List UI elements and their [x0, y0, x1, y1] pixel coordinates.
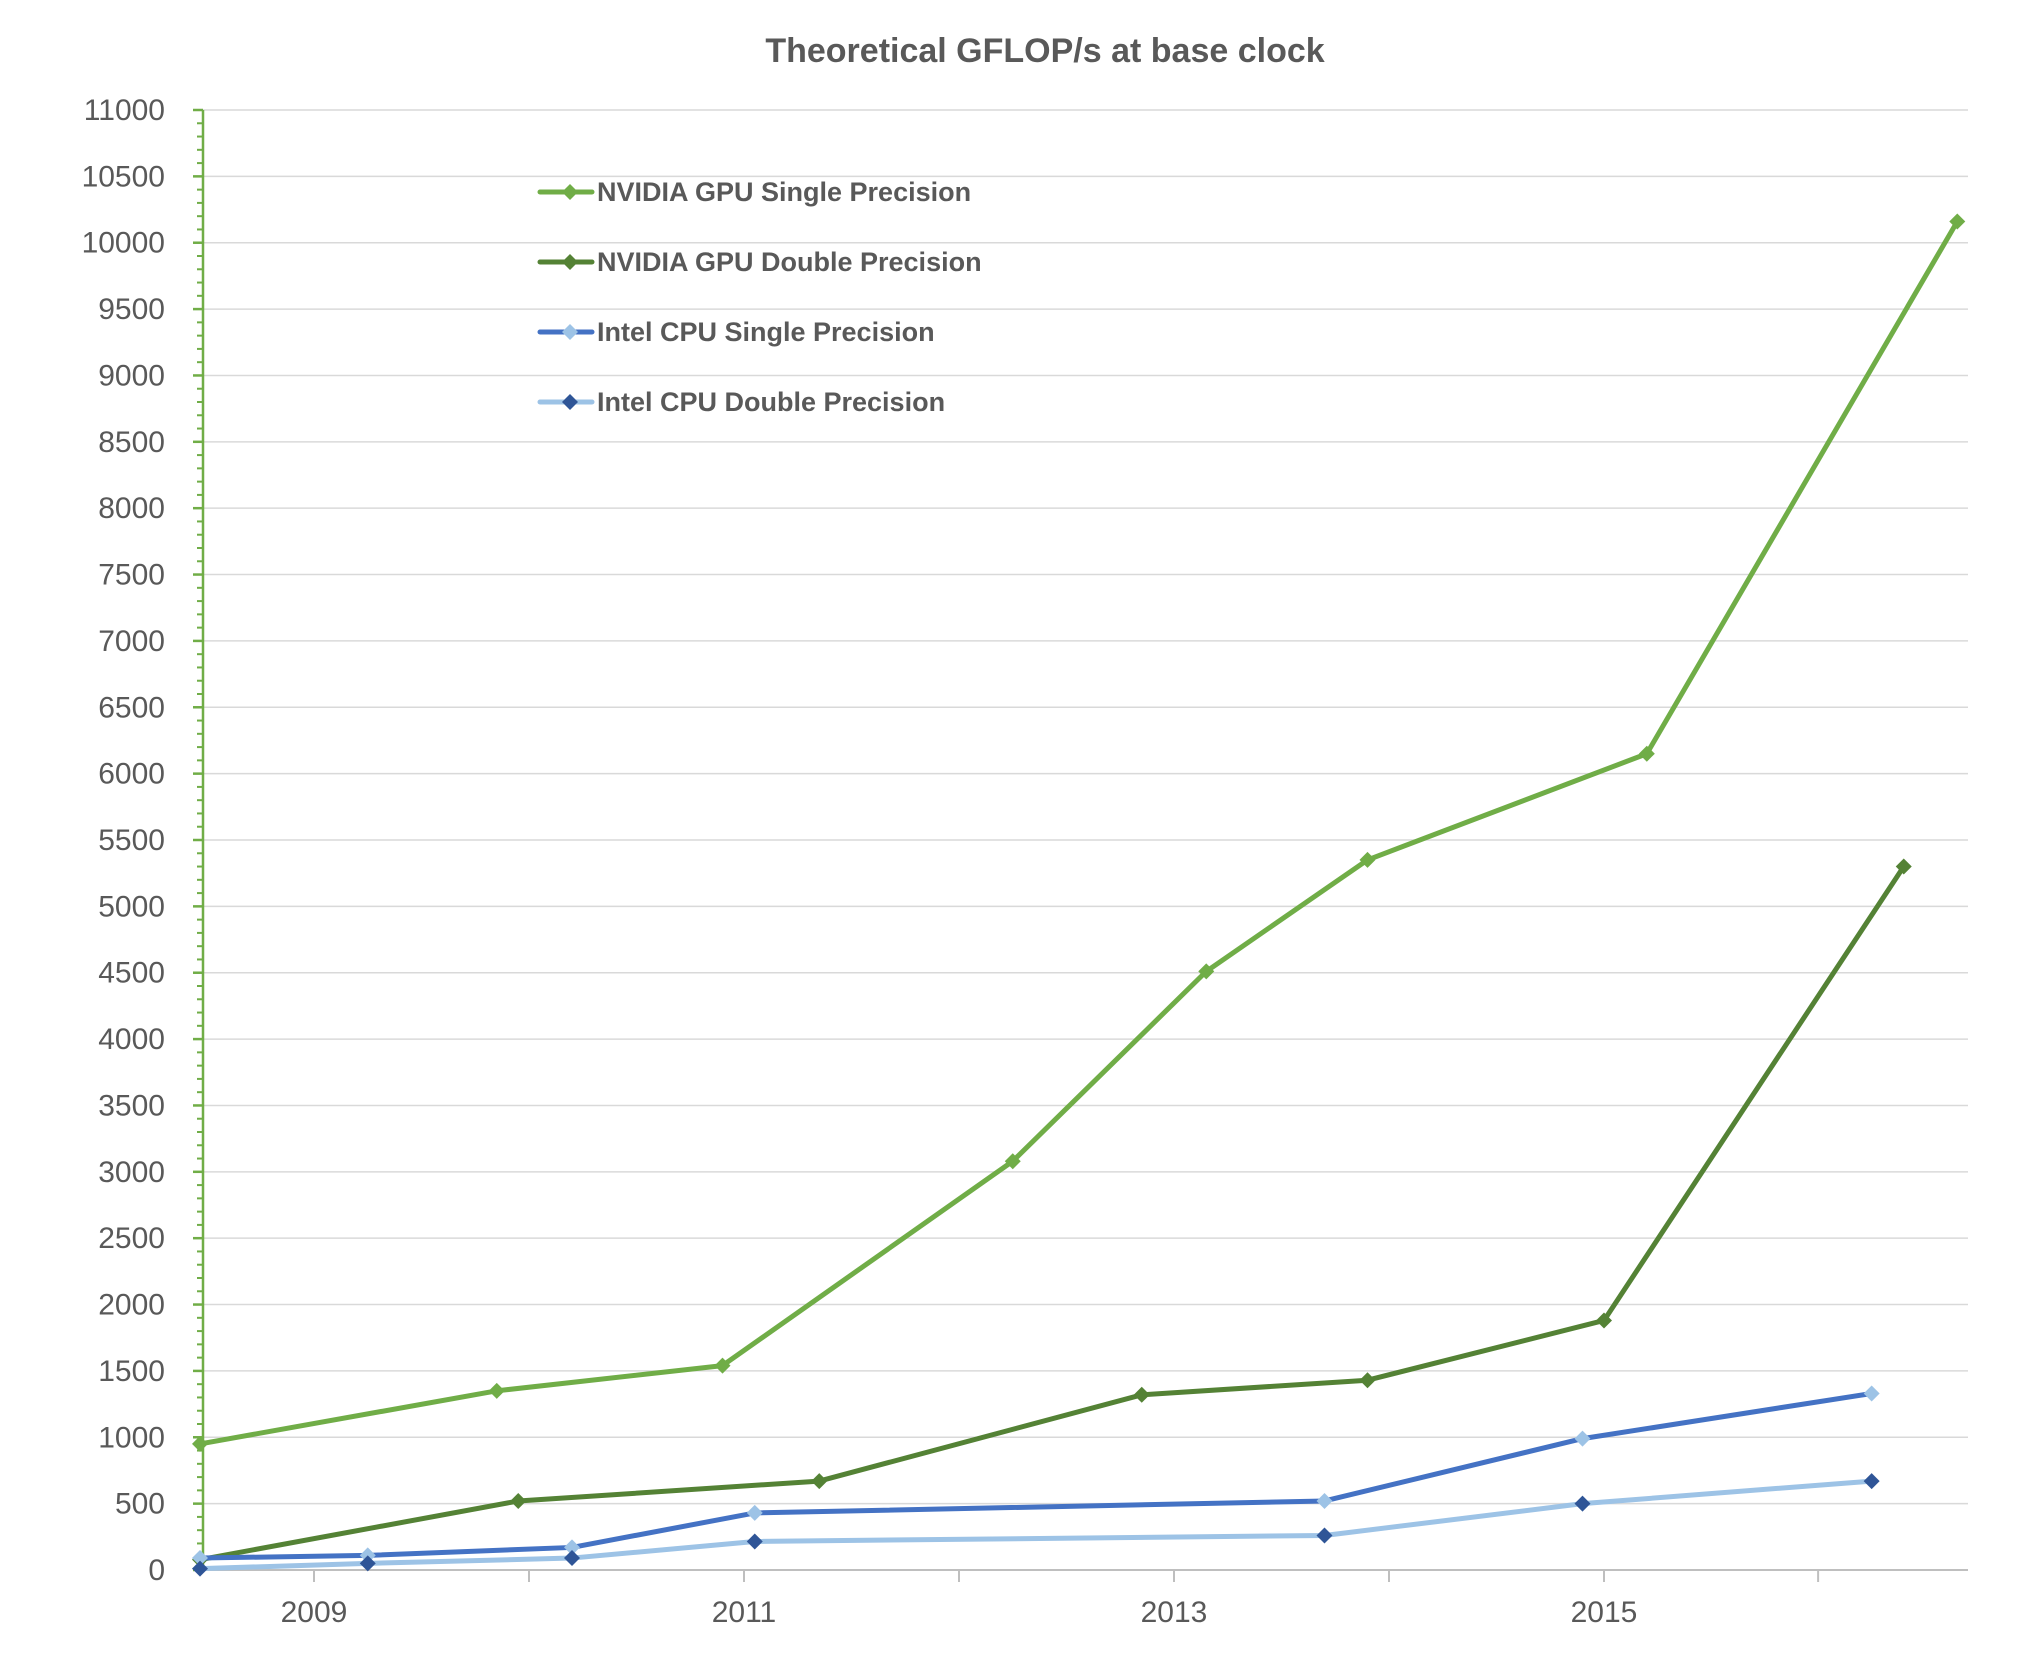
y-tick-label: 6500 [98, 691, 165, 724]
legend-label: NVIDIA GPU Single Precision [597, 177, 971, 207]
y-tick-label: 0 [148, 1554, 165, 1587]
legend-marker [562, 184, 578, 200]
data-point [811, 1473, 828, 1490]
x-tick-label: 2015 [1571, 1596, 1638, 1629]
data-point [746, 1504, 763, 1521]
y-tick-label: 4500 [98, 957, 165, 990]
data-point [1638, 745, 1655, 762]
data-point [1004, 1153, 1021, 1170]
axes: 0 500 1000 1500 2000 2500 3000 3500 4000 4500 5000… [82, 94, 1968, 1629]
series-1 [192, 213, 1966, 1452]
series-lines [192, 213, 1966, 1577]
data-point [1316, 1492, 1333, 1509]
data-point [1574, 1430, 1591, 1447]
data-point [192, 1560, 208, 1577]
series-4 [192, 1473, 1880, 1577]
y-tick-label: 1000 [98, 1421, 165, 1454]
series-line [197, 1390, 1875, 1561]
y-tick-label: 11000 [84, 94, 165, 127]
y-tick-label: 4000 [98, 1023, 165, 1056]
legend-label: Intel CPU Single Precision [597, 317, 935, 347]
data-point [714, 1357, 731, 1374]
y-tick-label: 10000 [82, 227, 165, 260]
series-line [197, 864, 1907, 1563]
y-tick-label: 6000 [98, 758, 165, 791]
legend-marker [562, 324, 578, 340]
data-point [510, 1492, 527, 1509]
legend-item: Intel CPU Double Precision [537, 387, 945, 417]
series-line [197, 218, 1960, 1447]
data-point [1359, 851, 1376, 868]
data-point [1895, 858, 1912, 875]
y-tick-label: 10500 [82, 160, 165, 193]
data-point [488, 1382, 505, 1399]
y-tick-label: 5500 [98, 824, 165, 857]
y-tick-label: 9500 [98, 293, 165, 326]
data-point [192, 1550, 208, 1567]
data-point [1133, 1386, 1150, 1403]
series-2 [192, 858, 1912, 1568]
legend-marker [562, 254, 578, 270]
legend: NVIDIA GPU Single Precision NVIDIA GPU Do… [537, 177, 982, 417]
x-tick-label: 2011 [712, 1596, 777, 1629]
data-point [1949, 213, 1966, 230]
data-point [359, 1555, 376, 1572]
data-point [1863, 1385, 1880, 1402]
y-tick-label: 8500 [98, 426, 165, 459]
y-tick-label: 7500 [98, 559, 165, 592]
y-tick-label: 3000 [98, 1156, 165, 1189]
y-tick-label: 500 [115, 1488, 165, 1521]
legend-item: Intel CPU Single Precision [537, 317, 935, 347]
chart-title: Theoretical GFLOP/s at base clock [765, 32, 1324, 70]
grid-lines [200, 109, 1968, 1505]
legend-label: NVIDIA GPU Double Precision [597, 247, 982, 277]
y-tick-label: 2000 [98, 1289, 165, 1322]
x-tick-label: 2013 [1141, 1596, 1208, 1629]
series-line [197, 1478, 1875, 1572]
legend-label: Intel CPU Double Precision [597, 387, 945, 417]
data-point [746, 1533, 763, 1550]
data-point [1574, 1495, 1591, 1512]
y-tick-label: 3500 [98, 1089, 165, 1122]
y-tick-label: 7000 [98, 625, 165, 658]
legend-item: NVIDIA GPU Single Precision [537, 177, 971, 207]
legend-item: NVIDIA GPU Double Precision [537, 247, 982, 277]
data-point [1863, 1473, 1880, 1490]
y-tick-label: 5000 [98, 890, 165, 923]
data-point [564, 1539, 580, 1556]
x-tick-label: 2009 [281, 1596, 348, 1629]
data-point [1198, 963, 1215, 980]
data-point [1359, 1372, 1376, 1389]
data-point [192, 1435, 208, 1452]
legend-marker [562, 394, 578, 410]
y-tick-label: 2500 [98, 1222, 165, 1255]
y-tick-label: 9000 [98, 359, 165, 392]
y-tick-label: 8000 [98, 492, 165, 525]
data-point [564, 1550, 580, 1567]
y-tick-label: 1500 [98, 1355, 165, 1388]
data-point [1316, 1527, 1333, 1544]
data-point [1596, 1312, 1612, 1329]
